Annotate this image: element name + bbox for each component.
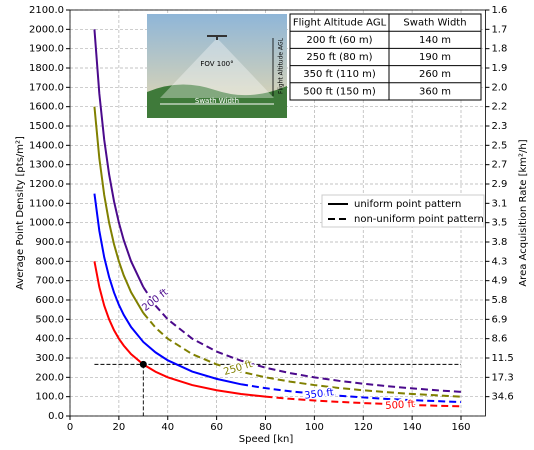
table-cell: 500 ft (150 m) (303, 86, 376, 97)
y2-tick-label: 1.9 (491, 63, 507, 74)
y-tick-label: 800.0 (35, 256, 64, 267)
y-tick-label: 2100.0 (29, 5, 64, 16)
table: Flight Altitude AGL Swath Width 200 ft (60… (290, 14, 481, 100)
table-cell: 360 m (419, 86, 451, 97)
inset-swath-label: Swath Width (195, 97, 239, 105)
curve-label: 350 ft (304, 387, 335, 402)
y-tick-label: 1200.0 (29, 179, 64, 190)
inset-image: FOV 100° Swath Width Flight Altitude AGL (147, 14, 287, 118)
y2-tick-label: 2.7 (491, 160, 507, 171)
curve-dashed (143, 287, 461, 392)
x-tick-label: 40 (161, 422, 174, 433)
y2-tick-label: 17.3 (491, 372, 513, 383)
legend-label: uniform point pattern (354, 199, 461, 210)
table-cell: 200 ft (60 m) (306, 35, 372, 46)
table-cell: 350 ft (110 m) (303, 69, 376, 80)
y2-tick-label: 3.8 (491, 237, 507, 248)
table-cell: 260 m (419, 69, 451, 80)
x-tick-label: 0 (67, 422, 73, 433)
y-tick-label: 1000.0 (29, 218, 64, 229)
y2-tick-label: 11.5 (491, 353, 513, 364)
y2-tick-label: 1.8 (491, 44, 507, 55)
y-tick-label: 400.0 (35, 334, 64, 345)
y-tick-label: 1600.0 (29, 102, 64, 113)
table-cell: 190 m (419, 52, 451, 63)
table-cell: 250 ft (80 m) (306, 52, 372, 63)
y-tick-label: 0.0 (48, 411, 64, 422)
y-tick-label: 1800.0 (29, 63, 64, 74)
y2-tick-label: 2.9 (491, 179, 507, 190)
x-tick-label: 20 (113, 422, 126, 433)
y2-tick-label: 2.2 (491, 102, 507, 113)
legend: uniform point pattern non-uniform point p… (322, 195, 484, 227)
y2-tick-label: 8.6 (491, 334, 507, 345)
y2-axis-label: Area Acquisition Rate [km²/h] (518, 139, 529, 286)
x-tick-label: 160 (451, 422, 470, 433)
y-tick-label: 2000.0 (29, 24, 64, 35)
table-header-cell: Swath Width (403, 18, 466, 29)
y2-tick-label: 6.9 (491, 314, 507, 325)
x-tick-label: 140 (403, 422, 422, 433)
inset-fov-label: FOV 100° (200, 60, 233, 68)
y2-tick-label: 1.7 (491, 24, 507, 35)
y2-tick-label: 2.5 (491, 140, 507, 151)
x-axis-label: Speed [kn] (239, 434, 294, 445)
curve-label: 250 ft (222, 359, 254, 378)
y-tick-label: 500.0 (35, 314, 64, 325)
table-cell: 140 m (419, 35, 451, 46)
x-tick-label: 60 (210, 422, 223, 433)
x-tick-label: 100 (305, 422, 324, 433)
y2-tick-label: 5.8 (491, 295, 507, 306)
y-tick-label: 300.0 (35, 353, 64, 364)
table-header-cell: Flight Altitude AGL (293, 18, 387, 29)
y-tick-label: 1900.0 (29, 44, 64, 55)
curve-label: 500 ft (385, 399, 415, 412)
x-tick-label: 80 (259, 422, 272, 433)
y-tick-label: 1500.0 (29, 121, 64, 132)
y2-tick-label: 4.9 (491, 276, 507, 287)
y2-tick-label: 34.6 (491, 392, 513, 403)
y2-tick-label: 2.3 (491, 121, 507, 132)
y-tick-label: 1700.0 (29, 82, 64, 93)
y-tick-label: 200.0 (35, 372, 64, 383)
curve-dashed (241, 384, 461, 402)
x-tick-label: 120 (354, 422, 373, 433)
marker-point (140, 361, 147, 368)
y-tick-label: 600.0 (35, 295, 64, 306)
y-tick-label: 100.0 (35, 392, 64, 403)
y2-tick-label: 2.0 (491, 82, 507, 93)
y2-tick-label: 4.3 (491, 256, 507, 267)
y2-tick-label: 1.6 (491, 5, 507, 16)
y2-tick-label: 3.5 (491, 218, 507, 229)
y2-tick-label: 3.1 (491, 198, 507, 209)
y-tick-label: 1300.0 (29, 160, 64, 171)
y-tick-label: 900.0 (35, 237, 64, 248)
chart: Speed [kn] Average Point Density [pts/m²… (0, 0, 534, 450)
legend-label: non-uniform point pattern (354, 214, 484, 225)
y-tick-label: 700.0 (35, 276, 64, 287)
y-axis-label: Average Point Density [pts/m²] (15, 136, 26, 290)
y-tick-label: 1400.0 (29, 140, 64, 151)
y-tick-label: 1100.0 (29, 198, 64, 209)
inset-altitude-label: Flight Altitude AGL (278, 37, 285, 94)
